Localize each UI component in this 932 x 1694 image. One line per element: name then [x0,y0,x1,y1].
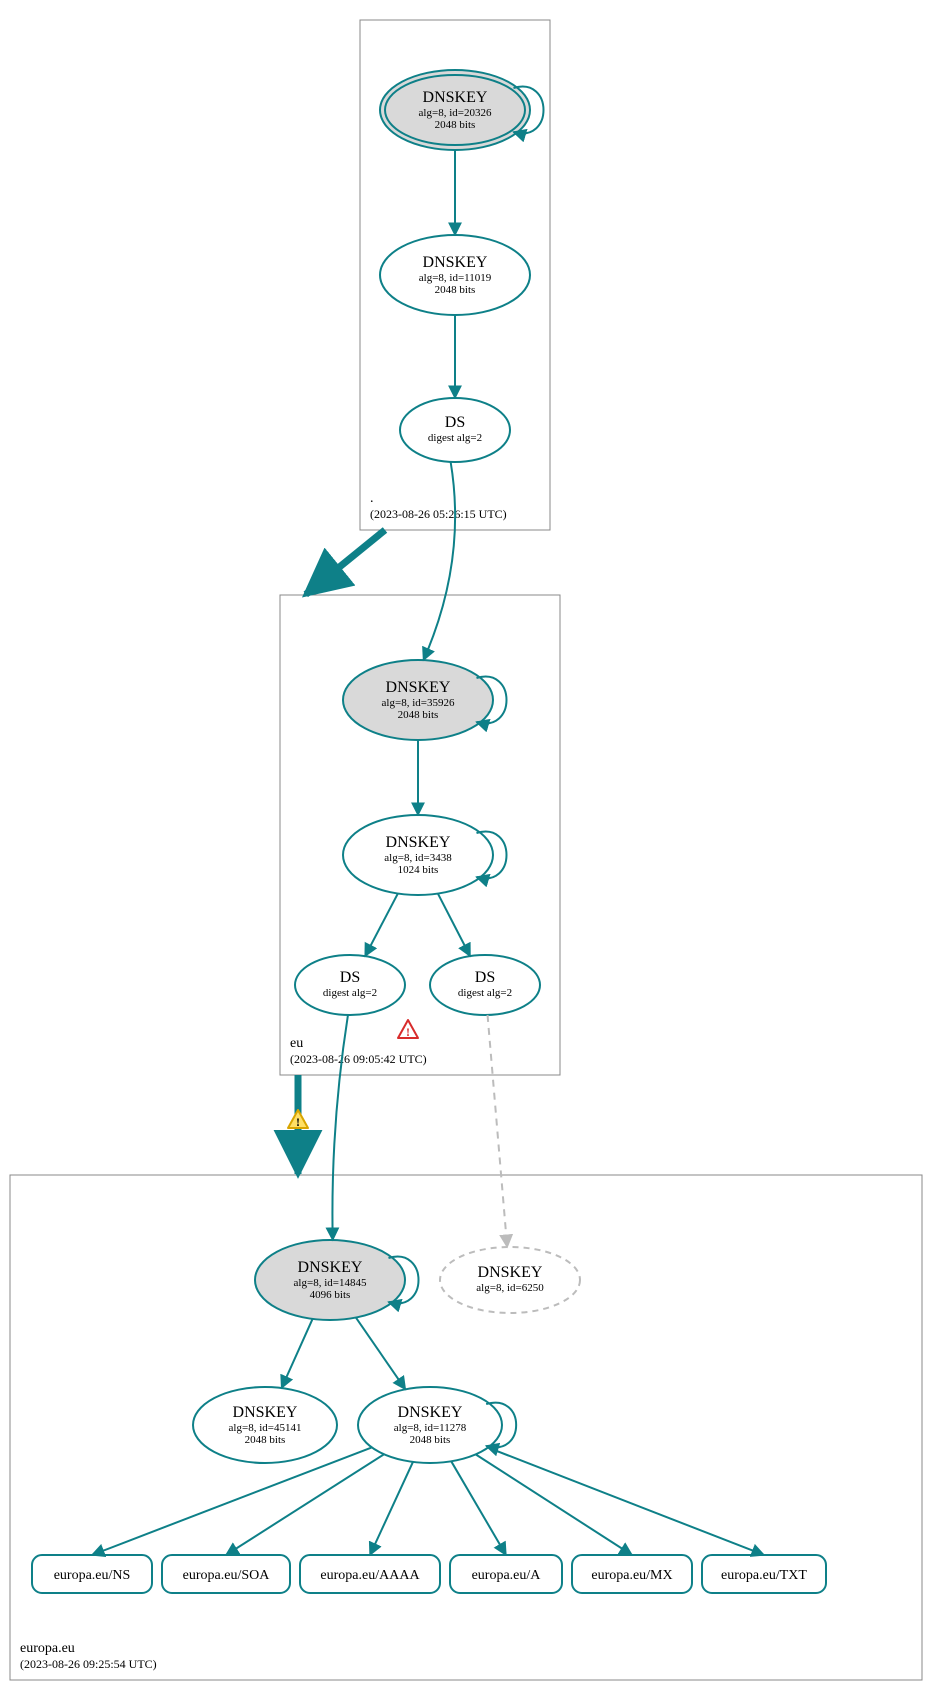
zone-timestamp: (2023-08-26 09:05:42 UTC) [290,1052,427,1066]
node-sub2: 2048 bits [435,119,476,131]
rrset-label: europa.eu/AAAA [320,1568,420,1583]
node-title: DNSKEY [233,1404,298,1421]
node-sub1: digest alg=2 [428,432,482,444]
node-sub1: digest alg=2 [323,987,377,999]
rrset-3: europa.eu/A [450,1555,562,1593]
edge [488,1015,508,1247]
node-eu-ksk: DNSKEYalg=8, id=359262048 bits [343,660,507,740]
edge [332,1015,348,1240]
rrset-1: europa.eu/SOA [162,1555,290,1593]
node-sub1: alg=8, id=35926 [382,697,455,709]
edge [356,1318,405,1390]
rrset-label: europa.eu/A [472,1568,542,1583]
warning-icon: ! [288,1110,308,1129]
node-sub1: alg=8, id=11278 [394,1422,467,1434]
node-europa-zsk2: DNSKEYalg=8, id=112782048 bits [358,1387,516,1463]
rrset-label: europa.eu/NS [54,1568,131,1583]
node-sub1: digest alg=2 [458,987,512,999]
rrset-label: europa.eu/TXT [721,1568,807,1583]
rrset-edge [451,1461,506,1555]
zone-timestamp: (2023-08-26 09:25:54 UTC) [20,1657,157,1671]
svg-text:!: ! [296,1115,300,1129]
edge [282,1319,313,1388]
node-eu-ds1: DSdigest alg=2 [295,955,405,1015]
rrset-label: europa.eu/MX [591,1568,672,1583]
rrset-edge [370,1462,413,1555]
rrset-edge [488,1448,764,1555]
node-title: DNSKEY [298,1259,363,1276]
node-title: DNSKEY [386,834,451,851]
node-title: DS [445,414,465,431]
rrset-2: europa.eu/AAAA [300,1555,440,1593]
node-root-ksk: DNSKEYalg=8, id=203262048 bits [380,70,544,150]
node-sub2: 4096 bits [310,1289,351,1301]
node-europa-ksk: DNSKEYalg=8, id=148454096 bits [255,1240,419,1320]
node-sub1: alg=8, id=11019 [419,272,492,284]
node-sub1: alg=8, id=20326 [419,107,492,119]
rrset-edge [476,1454,632,1555]
node-sub1: alg=8, id=45141 [229,1422,302,1434]
node-root-zsk: DNSKEYalg=8, id=110192048 bits [380,235,530,315]
rrset-0: europa.eu/NS [32,1555,152,1593]
node-sub2: 2048 bits [245,1434,286,1446]
node-eu-ds2: DSdigest alg=2 [430,955,540,1015]
rrset-edge [92,1447,372,1555]
node-title: DNSKEY [386,679,451,696]
edge [423,462,455,660]
warning-icon: ! [398,1020,418,1039]
node-eu-zsk: DNSKEYalg=8, id=34381024 bits [343,815,507,895]
node-sub2: 2048 bits [398,709,439,721]
node-title: DNSKEY [423,89,488,106]
node-sub2: 1024 bits [398,864,439,876]
node-sub1: alg=8, id=3438 [384,852,452,864]
rrset-4: europa.eu/MX [572,1555,692,1593]
node-europa-zsk1: DNSKEYalg=8, id=451412048 bits [193,1387,337,1463]
node-title: DS [475,969,495,986]
node-title: DNSKEY [478,1264,543,1281]
zone-label: europa.eu [20,1641,75,1656]
node-sub2: 2048 bits [410,1434,451,1446]
node-sub1: alg=8, id=6250 [476,1282,544,1294]
svg-text:!: ! [406,1025,410,1039]
edge [438,894,470,957]
rrset-label: europa.eu/SOA [183,1568,271,1583]
dnssec-chain-diagram: .(2023-08-26 05:26:15 UTC)eu(2023-08-26 … [0,0,932,1694]
node-root-ds: DSdigest alg=2 [400,398,510,462]
node-title: DS [340,969,360,986]
rrset-edge [226,1454,384,1555]
rrset-5: europa.eu/TXT [702,1555,826,1593]
zone-label: eu [290,1036,303,1051]
delegation-edge [306,530,385,594]
zone-timestamp: (2023-08-26 05:26:15 UTC) [370,507,507,521]
zone-label: . [370,491,374,506]
node-sub1: alg=8, id=14845 [294,1277,367,1289]
node-title: DNSKEY [423,254,488,271]
node-sub2: 2048 bits [435,284,476,296]
node-europa-ghost: DNSKEYalg=8, id=6250 [440,1247,580,1313]
node-title: DNSKEY [398,1404,463,1421]
edge [365,894,398,957]
